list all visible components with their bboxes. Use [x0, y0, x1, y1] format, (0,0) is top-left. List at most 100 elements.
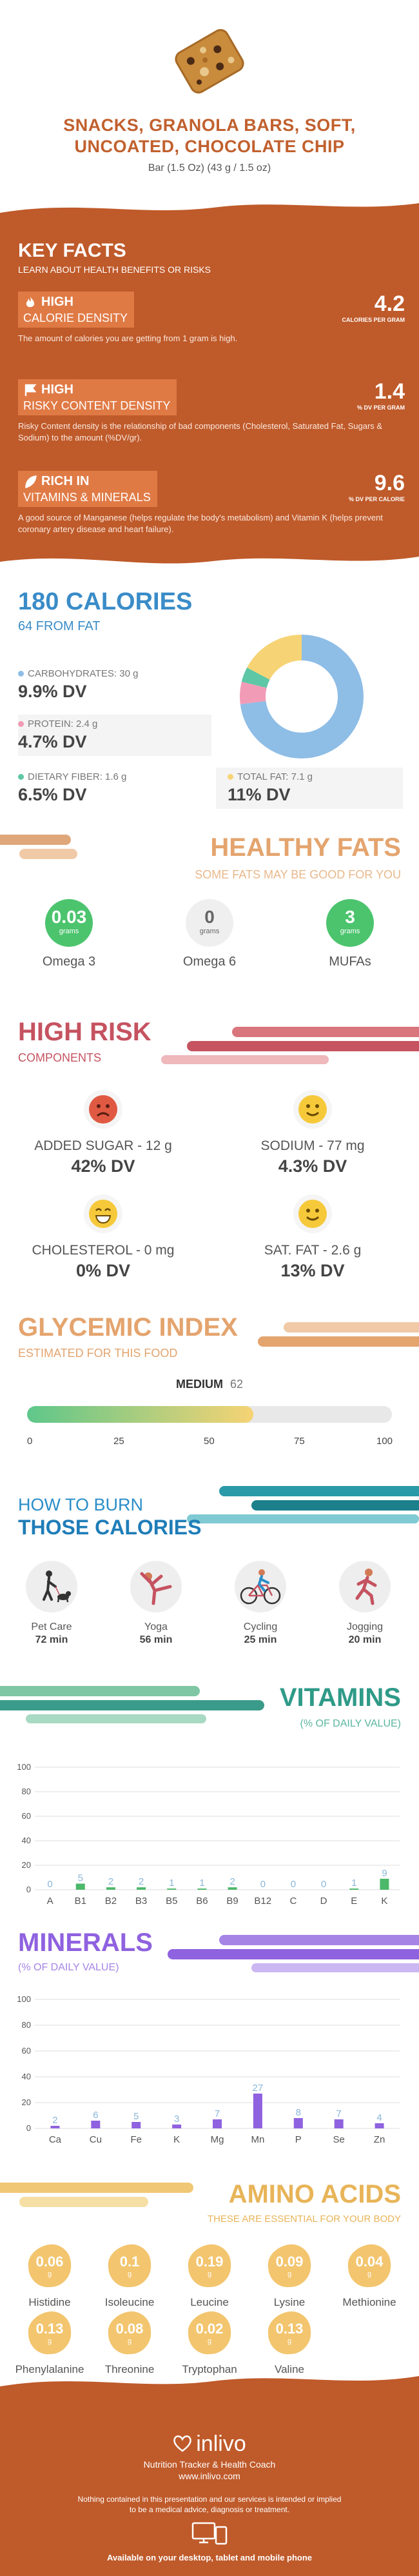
yoga-icon: [130, 1561, 182, 1612]
y-tick-label: 80: [22, 1787, 31, 1796]
bar-B2: [106, 1887, 115, 1890]
y-tick-label: 0: [26, 2123, 31, 2133]
omega6-label: Omega 6: [182, 955, 237, 969]
amino-threonine: 0.08 g Threonine: [94, 2309, 165, 2376]
granola-bar-image: [175, 29, 244, 94]
amino-name: Valine: [275, 2363, 304, 2375]
blob-shape: [188, 2244, 231, 2288]
amino-value: 0.08: [115, 2321, 144, 2337]
amino-leucine: 0.19 g Leucine: [174, 2242, 245, 2309]
amino-name: Histidine: [28, 2296, 71, 2308]
key-facts-wave-bottom: [0, 545, 419, 564]
category-label-Mn: Mn: [251, 2134, 264, 2145]
healthy-fats-subtitle: SOME FATS MAY BE GOOD FOR YOU: [195, 868, 401, 881]
macro-carbohydrates: CARBOHYDRATES: 30 g 9.9% DV: [18, 668, 139, 701]
footer: inlivo Nutrition Tracker & Health Coach …: [0, 2386, 419, 2576]
category-label-Zn: Zn: [374, 2134, 385, 2145]
blob-shape: [268, 2311, 311, 2355]
calories-from-fat: 64 FROM FAT: [18, 619, 101, 633]
risk-sat-fat: SAT. FAT - 2.6 g 13% DV: [222, 1193, 403, 1281]
amino-valine: 0.13 g Valine: [254, 2309, 325, 2376]
amino-value: 0.06: [35, 2254, 64, 2270]
amino-value: 0.13: [35, 2321, 64, 2337]
category-label-K: K: [173, 2134, 180, 2145]
amino-blob: 0.13 g: [266, 2309, 313, 2357]
dog-walking-icon: [26, 1561, 77, 1612]
donut-slice-protein: [240, 635, 364, 758]
amino-deco: [0, 2183, 193, 2207]
category-label-A: A: [47, 1896, 54, 1907]
bar-value-label: 0: [47, 1879, 52, 1890]
blob-shape: [268, 2244, 311, 2288]
smile-face-icon: [293, 1194, 332, 1233]
amino-histidine: 0.06 g Histidine: [14, 2242, 85, 2309]
amino-blob: 0.02 g: [186, 2309, 233, 2357]
category-label-Mg: Mg: [211, 2134, 224, 2145]
heart-icon: [173, 2435, 192, 2452]
smile-face-icon: [293, 1090, 332, 1129]
healthy-fats-deco: [0, 835, 77, 859]
bar-value-label: 27: [253, 2083, 264, 2094]
donut-slice-total-fat: [240, 635, 364, 758]
glycemic-bar: [27, 1406, 392, 1423]
minerals-bar-chart: 0 20 40 60 80 100 2 Ca 6 Cu 5 Fe 3 K 7 Mg 27 Mn 8 P 7 Se 4 Zn: [17, 1994, 400, 2145]
category-label-B12: B12: [254, 1896, 271, 1907]
burn-deco: [187, 1486, 419, 1523]
macro-protein: PROTEIN: 2.4 g 4.7% DV: [18, 715, 211, 756]
glycemic-deco: [258, 1322, 419, 1347]
amino-unit: g: [127, 2337, 132, 2345]
bar-value-label: 0: [260, 1879, 266, 1890]
footer-brand[interactable]: inlivo: [0, 2432, 419, 2457]
bar-Fe: [132, 2122, 141, 2128]
risky-content-value: 1.4: [374, 379, 405, 404]
blob-shape: [108, 2244, 151, 2288]
bar-value-label: 2: [52, 2115, 57, 2126]
bar-Mn: [253, 2094, 262, 2128]
bar-value-label: 1: [169, 1878, 174, 1888]
footer-url[interactable]: www.inlivo.com: [179, 2471, 240, 2481]
y-tick-label: 0: [26, 1885, 31, 1894]
category-label-B2: B2: [105, 1896, 117, 1907]
serving-size: Bar (1.5 Oz) (43 g / 1.5 oz): [148, 163, 271, 173]
bar-Mg: [213, 2119, 222, 2128]
mufas-circle: 3 grams: [326, 899, 374, 947]
gi-tick-75: 75: [294, 1436, 305, 1447]
amino-tryptophan: 0.02 g Tryptophan: [174, 2309, 245, 2376]
calorie-density-value: 4.2: [374, 292, 405, 316]
footer-available: Available on your desktop, tablet and mo…: [106, 2553, 313, 2562]
activity-cycling: Cycling 25 min: [228, 1561, 293, 1646]
bar-E: [349, 1888, 359, 1890]
protein-dot: [18, 721, 24, 727]
bar-B1: [75, 1883, 85, 1890]
minerals-title: MINERALS: [18, 1928, 153, 1957]
y-tick-label: 60: [22, 1811, 31, 1821]
bar-value-label: 5: [133, 2111, 139, 2122]
bar-value-label: 5: [78, 1873, 83, 1884]
y-tick-label: 20: [22, 2097, 31, 2107]
flag-icon: [24, 384, 37, 396]
fiber-dot: [18, 774, 24, 780]
leaf-icon: [25, 475, 37, 488]
sad-face-icon: [84, 1090, 122, 1129]
vitamins-title: VITAMINS: [279, 1683, 401, 1712]
bar-Se: [334, 2119, 344, 2128]
amino-unit: g: [47, 2337, 52, 2345]
y-tick-label: 40: [22, 2072, 31, 2081]
amino-value: 0.04: [355, 2254, 384, 2270]
high-risk-subtitle: COMPONENTS: [18, 1051, 102, 1064]
cycling-icon: [235, 1561, 286, 1612]
header: SNACKS, GRANOLA BARS, SOFT, UNCOATED, CH…: [0, 0, 419, 193]
y-tick-label: 60: [22, 2046, 31, 2056]
category-label-P: P: [295, 2134, 302, 2145]
bar-B3: [137, 1887, 146, 1890]
bar-value-label: 7: [336, 2108, 341, 2119]
gi-tick-0: 0: [27, 1436, 33, 1447]
high-risk-title: HIGH RISK: [18, 1018, 151, 1046]
key-fact-risky-content: HIGH RISKY CONTENT DENSITY 1.4 % DV PER …: [18, 379, 405, 442]
bar-Zn: [375, 2123, 384, 2128]
devices-icon: [191, 2522, 228, 2545]
fire-icon: [26, 297, 35, 308]
bar-value-label: 8: [296, 2107, 301, 2118]
amino-phenylalanine: 0.13 g Phenylalanine: [14, 2309, 85, 2376]
